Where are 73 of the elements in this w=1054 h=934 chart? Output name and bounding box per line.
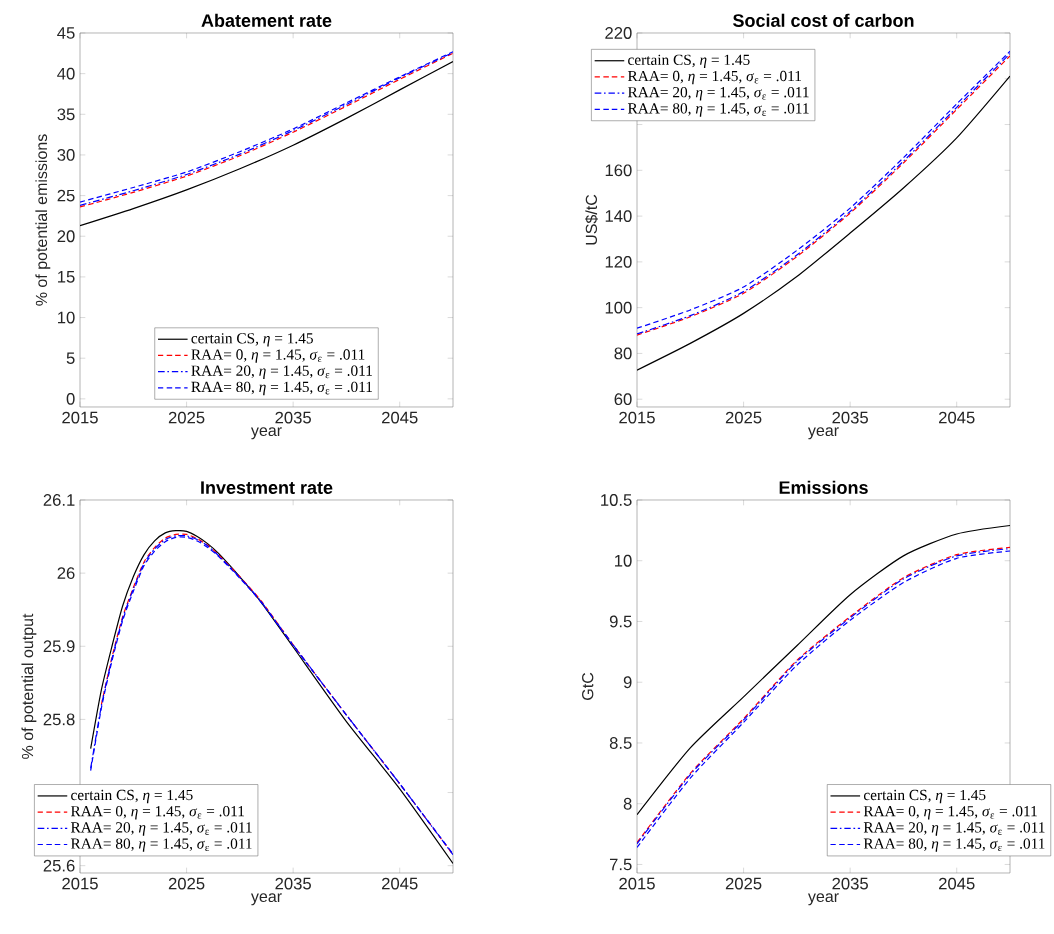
legend-label: RAA= 20, η = 1.45, σ$_{ε}$ = .011 bbox=[863, 822, 1045, 836]
y-tick-label: 10 bbox=[58, 311, 75, 324]
x-tick-label: 2045 bbox=[382, 877, 418, 890]
x-tick-label: 2025 bbox=[168, 877, 205, 890]
y-tick-label: 25.8 bbox=[43, 713, 75, 726]
x-tick-label: 2045 bbox=[939, 877, 975, 890]
y-tick-label: 26 bbox=[57, 567, 75, 580]
y-tick-label: 10 bbox=[615, 554, 632, 567]
y-tick-label: 15 bbox=[58, 271, 75, 283]
x-tick-label: 2045 bbox=[382, 411, 418, 424]
x-tick-label: 2015 bbox=[619, 877, 655, 890]
x-tick-label: 2015 bbox=[619, 411, 655, 424]
y-tick-label: 80 bbox=[614, 347, 632, 360]
x-tick-label: 2025 bbox=[168, 411, 205, 424]
y-axis-title: GtC bbox=[582, 672, 594, 700]
x-axis-title: year bbox=[807, 427, 839, 440]
x-tick-label: 2035 bbox=[275, 411, 311, 424]
legend-label: RAA= 20, η = 1.45, σ$_{ε}$ = .011 bbox=[191, 365, 372, 379]
y-axis-title: % of potential output bbox=[21, 613, 37, 759]
x-tick-label: 2015 bbox=[62, 877, 98, 890]
legend-label: certain CS, η = 1.45 bbox=[628, 54, 750, 69]
y-tick-label: 5 bbox=[66, 352, 75, 365]
legend-label: certain CS, η = 1.45 bbox=[191, 333, 313, 347]
chart-title: Abatement rate bbox=[201, 13, 332, 27]
y-tick-label: 30 bbox=[57, 149, 75, 161]
y-tick-label: 7.5 bbox=[609, 858, 632, 871]
y-tick-label: 8.5 bbox=[609, 737, 632, 749]
legend-label: RAA= 0, η = 1.45, σ$_{ε}$ = .011 bbox=[70, 806, 244, 820]
y-tick-label: 40 bbox=[57, 67, 75, 80]
y-axis-title: % of potential emissions bbox=[35, 134, 51, 306]
y-tick-label: 9 bbox=[623, 676, 632, 689]
y-tick-label: 9.5 bbox=[609, 615, 632, 628]
y-tick-label: 120 bbox=[605, 255, 632, 268]
y-axis-title: US$/tC bbox=[585, 194, 598, 245]
x-axis-title: year bbox=[250, 427, 282, 440]
legend-label: certain CS, η = 1.45 bbox=[863, 789, 986, 804]
y-tick-label: 220 bbox=[605, 27, 632, 39]
y-tick-label: 45 bbox=[57, 27, 75, 39]
y-tick-label: 10.5 bbox=[601, 494, 632, 506]
y-tick-label: 100 bbox=[605, 301, 632, 314]
chart-title: Social cost of carbon bbox=[733, 13, 914, 27]
legend-label: RAA= 20, η = 1.45, σ$_{ε}$ = .011 bbox=[70, 822, 252, 836]
y-tick-label: 20 bbox=[57, 230, 75, 243]
legend-label: RAA= 80, η = 1.45, σ$_{ε}$ = .011 bbox=[863, 838, 1045, 852]
x-tick-label: 2015 bbox=[62, 411, 98, 424]
x-tick-label: 2035 bbox=[832, 877, 868, 890]
legend-label: RAA= 80, η = 1.45, σ$_{ε}$ = .011 bbox=[627, 103, 809, 117]
x-tick-label: 2035 bbox=[832, 411, 868, 424]
y-tick-label: 25.9 bbox=[43, 640, 75, 653]
legend-label: RAA= 0, η = 1.45, σ$_{ε}$ = .011 bbox=[191, 349, 365, 363]
y-tick-label: 160 bbox=[605, 164, 632, 177]
x-axis-title: year bbox=[250, 893, 282, 906]
y-tick-label: 35 bbox=[57, 108, 75, 121]
x-axis-title: year bbox=[807, 893, 839, 906]
legend-label: RAA= 80, η = 1.45, σ$_{ε}$ = .011 bbox=[70, 838, 252, 852]
y-tick-label: 25 bbox=[57, 189, 75, 202]
x-tick-label: 2035 bbox=[275, 877, 311, 890]
y-tick-label: 0 bbox=[66, 392, 75, 405]
legend-label: RAA= 0, η = 1.45, σ$_{ε}$ = .011 bbox=[627, 70, 801, 85]
y-tick-label: 26.1 bbox=[43, 494, 75, 506]
legend-label: RAA= 0, η = 1.45, σ$_{ε}$ = .011 bbox=[863, 806, 1037, 820]
legend-label: RAA= 20, η = 1.45, σ$_{ε}$ = .011 bbox=[627, 87, 809, 101]
chart-title: Emissions bbox=[779, 480, 868, 494]
y-tick-label: 60 bbox=[614, 393, 632, 406]
x-tick-label: 2045 bbox=[939, 411, 975, 424]
y-tick-label: 140 bbox=[605, 210, 632, 222]
x-tick-label: 2025 bbox=[725, 877, 762, 890]
chart-title: Investment rate bbox=[201, 481, 333, 494]
x-tick-label: 2025 bbox=[725, 411, 762, 424]
legend-label: RAA= 80, η = 1.45, σ$_{ε}$ = .011 bbox=[191, 381, 372, 396]
legend-label: certain CS, η = 1.45 bbox=[71, 789, 193, 804]
y-tick-label: 25.6 bbox=[43, 859, 75, 872]
y-tick-label: 8 bbox=[623, 797, 632, 810]
